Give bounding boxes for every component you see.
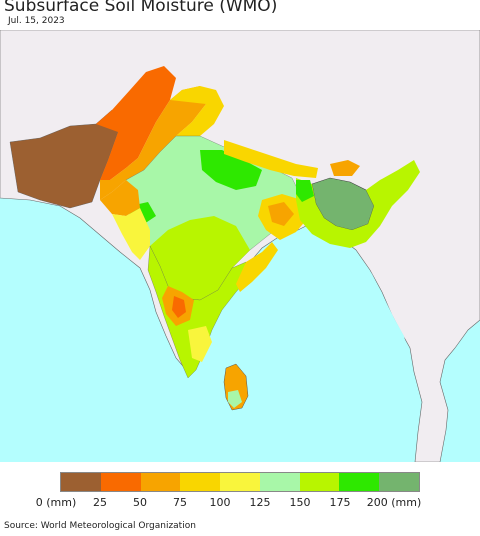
legend-tick-label: 100 — [209, 496, 231, 509]
region-dry-south — [172, 296, 186, 318]
legend-swatch-100-125 — [220, 473, 260, 491]
map-date: Jul. 15, 2023 — [8, 16, 65, 26]
region-gold-nepal — [224, 140, 318, 178]
soil-moisture-map — [0, 30, 480, 462]
legend-tick-label: 50 — [133, 496, 147, 509]
region-yellow-westcoast — [112, 208, 150, 260]
legend-ticks: 0 (mm) 25 50 75 100 125 150 175 200 (mm) — [0, 496, 480, 510]
legend-swatch-175-200 — [339, 473, 380, 491]
legend-tick-label: 125 — [249, 496, 271, 509]
legend-swatch-200-plus — [379, 473, 420, 491]
legend-swatch-125-150 — [259, 473, 300, 491]
legend-tick-label: 0 (mm) — [35, 496, 77, 509]
map-title: Subsurface Soil Moisture (WMO) — [4, 0, 278, 16]
legend-swatch-75-100 — [180, 473, 221, 491]
legend-tick-label: 75 — [173, 496, 187, 509]
region-orange-east — [268, 202, 294, 226]
region-gold-north — [170, 86, 224, 138]
region-green-northcentral — [200, 150, 262, 190]
region-gold-eastcoast — [236, 242, 278, 292]
legend-tick-label: 25 — [93, 496, 107, 509]
region-orange-bhutan — [330, 160, 360, 176]
region-lime-northeast — [296, 160, 420, 248]
legend-swatch-150-175 — [299, 473, 340, 491]
bay-of-bengal — [218, 230, 410, 462]
source-credit: Source: World Meteorological Organizatio… — [4, 521, 196, 531]
legend-bar — [60, 472, 420, 492]
region-orange-gujarat — [100, 180, 140, 216]
legend-tick-label: 150 — [289, 496, 311, 509]
region-orange-northwest — [100, 86, 206, 200]
legend-tick-label: 200 (mm) — [366, 496, 422, 509]
region-green-northeast — [296, 180, 314, 202]
region-yellow-south — [188, 326, 212, 362]
legend-swatch-25-50 — [100, 473, 141, 491]
legend-swatch-50-75 — [140, 473, 181, 491]
legend-tick-label: 175 — [329, 496, 351, 509]
region-dry-northwest — [96, 66, 176, 180]
legend-swatch-0-25 — [61, 473, 101, 491]
region-sri-lanka-wet — [228, 390, 242, 408]
